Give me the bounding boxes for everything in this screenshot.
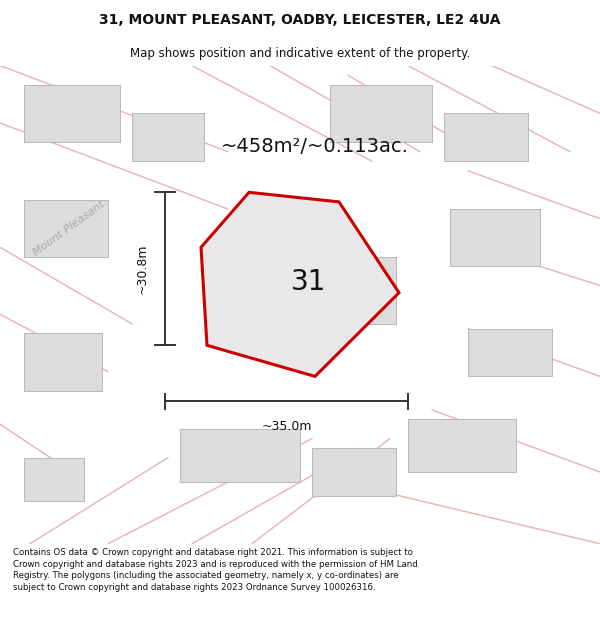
- Polygon shape: [444, 114, 528, 161]
- Text: 31: 31: [292, 268, 326, 296]
- Polygon shape: [24, 333, 102, 391]
- Polygon shape: [468, 329, 552, 376]
- Polygon shape: [24, 199, 108, 257]
- Text: ~30.8m: ~30.8m: [136, 244, 149, 294]
- Polygon shape: [180, 429, 300, 482]
- Polygon shape: [330, 85, 432, 142]
- Polygon shape: [312, 448, 396, 496]
- Text: ~458m²/~0.113ac.: ~458m²/~0.113ac.: [221, 138, 409, 156]
- Polygon shape: [450, 209, 540, 266]
- Polygon shape: [408, 419, 516, 472]
- Polygon shape: [132, 114, 204, 161]
- Text: Contains OS data © Crown copyright and database right 2021. This information is : Contains OS data © Crown copyright and d…: [13, 548, 418, 592]
- Text: Map shows position and indicative extent of the property.: Map shows position and indicative extent…: [130, 48, 470, 60]
- Polygon shape: [24, 85, 120, 142]
- Polygon shape: [24, 458, 84, 501]
- Text: ~35.0m: ~35.0m: [261, 419, 312, 432]
- Text: Mount Pleasant: Mount Pleasant: [31, 199, 107, 258]
- Text: 31, MOUNT PLEASANT, OADBY, LEICESTER, LE2 4UA: 31, MOUNT PLEASANT, OADBY, LEICESTER, LE…: [99, 13, 501, 27]
- Polygon shape: [264, 257, 396, 324]
- Polygon shape: [201, 192, 399, 376]
